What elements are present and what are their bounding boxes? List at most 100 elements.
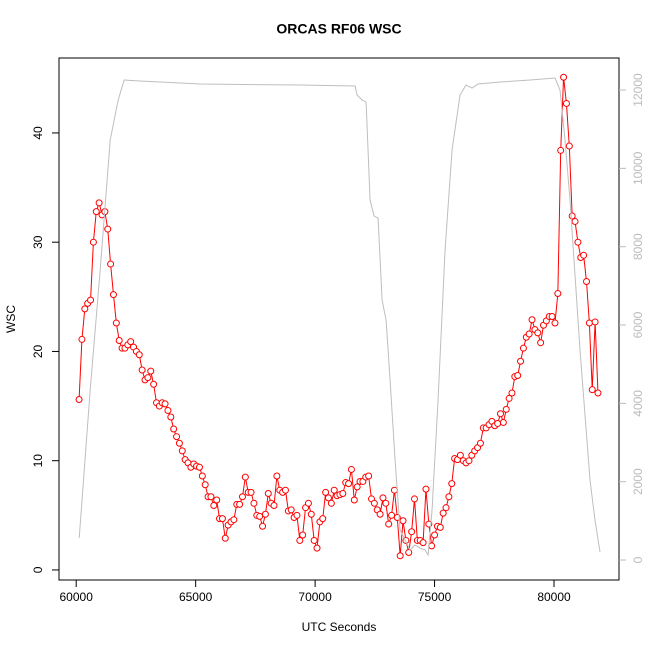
data-point [419, 539, 427, 547]
data-point [405, 548, 413, 556]
data-point [175, 439, 183, 447]
y-tick-label: 30 [31, 235, 45, 249]
data-point [256, 512, 264, 520]
data-point [210, 501, 218, 509]
data-point [376, 510, 384, 518]
y2-tick-label: 6000 [631, 311, 645, 338]
data-point [580, 251, 588, 259]
data-point [89, 238, 97, 246]
y-tick-label: 20 [31, 344, 45, 358]
data-point [560, 73, 568, 81]
y2-tick-label: 4000 [631, 390, 645, 417]
data-point [213, 496, 221, 504]
data-point [287, 506, 295, 514]
y2-tick-label: 8000 [631, 233, 645, 260]
series-line [78, 77, 601, 557]
data-point [270, 501, 278, 509]
data-point [164, 406, 172, 414]
data-point [396, 552, 404, 560]
data-point [379, 494, 387, 502]
data-point [557, 146, 565, 154]
data-point [448, 480, 456, 488]
data-point [565, 142, 573, 150]
data-point [147, 367, 155, 375]
data-point [339, 489, 347, 497]
data-point [230, 516, 238, 524]
data-point [198, 472, 206, 480]
data-point [87, 296, 95, 304]
data-point [313, 544, 321, 552]
data-point [505, 394, 513, 402]
data-point [585, 319, 593, 327]
series-line [78, 77, 599, 556]
data-point [327, 499, 335, 507]
data-point [218, 515, 226, 523]
data-point [548, 312, 556, 320]
data-point [281, 486, 289, 494]
data-point [442, 504, 450, 512]
data-point [562, 99, 570, 107]
data-point [250, 499, 258, 507]
x-axis-label: UTC Seconds [302, 620, 377, 634]
data-point [525, 330, 533, 338]
data-point [75, 396, 83, 404]
data-point [115, 337, 123, 345]
data-point [365, 472, 373, 480]
data-point [554, 290, 562, 298]
data-point [236, 500, 244, 508]
data-point [508, 389, 516, 397]
data-point [273, 472, 281, 480]
data-point [514, 371, 522, 379]
y2-tick-label: 12000 [631, 73, 645, 107]
data-point [330, 486, 338, 494]
data-point [385, 520, 393, 528]
data-point [264, 489, 272, 497]
data-point [388, 511, 396, 519]
data-point [296, 536, 304, 544]
data-point [345, 480, 353, 488]
data-point [135, 351, 143, 359]
data-point [238, 493, 246, 501]
data-point [594, 389, 602, 397]
data-point [499, 418, 507, 426]
data-point [408, 528, 416, 536]
x-tick-label: 70000 [298, 590, 332, 604]
data-point [201, 481, 209, 489]
x-tick-label: 75000 [418, 590, 452, 604]
y-axis-label: WSC [4, 305, 18, 333]
data-point [465, 457, 473, 465]
data-point [173, 433, 181, 441]
data-point [528, 316, 536, 324]
data-point [107, 260, 115, 268]
y-tick-label: 10 [31, 454, 45, 468]
data-point [350, 496, 358, 504]
data-point [382, 499, 390, 507]
y2-tick-label: 2000 [631, 468, 645, 495]
data-point [78, 335, 86, 343]
data-point [167, 413, 175, 421]
data-point [583, 278, 591, 286]
data-point [95, 199, 103, 207]
data-point [304, 499, 312, 507]
data-point [431, 531, 439, 539]
data-point [112, 319, 120, 327]
data-point [439, 509, 447, 517]
data-point [138, 366, 146, 374]
data-point [436, 523, 444, 531]
plot-frame [58, 57, 620, 581]
data-point [293, 511, 301, 519]
data-point [390, 486, 398, 494]
data-point [127, 338, 135, 346]
data-point [322, 488, 330, 496]
y-tick-label: 40 [31, 126, 45, 140]
data-point [307, 510, 315, 518]
data-point [370, 499, 378, 507]
data-point [195, 463, 203, 471]
x-tick-label: 65000 [179, 590, 213, 604]
data-point [178, 447, 186, 455]
data-point [494, 420, 502, 428]
data-point [410, 495, 418, 503]
data-point [299, 531, 307, 539]
data-point [422, 485, 430, 493]
